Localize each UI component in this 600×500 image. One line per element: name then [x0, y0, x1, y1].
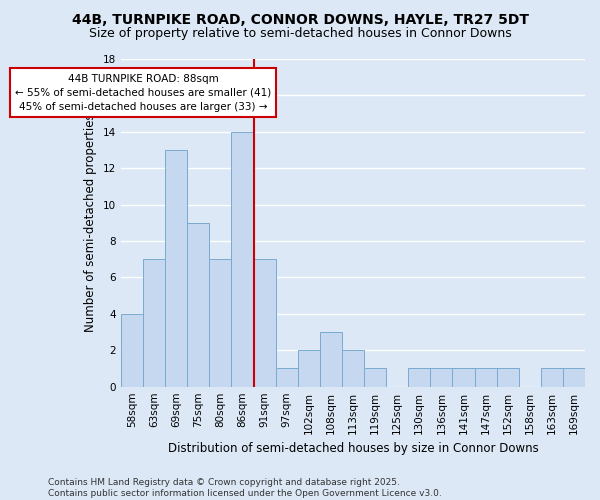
Bar — [165, 150, 187, 386]
Bar — [475, 368, 497, 386]
Bar — [408, 368, 430, 386]
Text: 44B, TURNPIKE ROAD, CONNOR DOWNS, HAYLE, TR27 5DT: 44B, TURNPIKE ROAD, CONNOR DOWNS, HAYLE,… — [71, 12, 529, 26]
Y-axis label: Number of semi-detached properties: Number of semi-detached properties — [85, 114, 97, 332]
Bar — [430, 368, 452, 386]
X-axis label: Distribution of semi-detached houses by size in Connor Downs: Distribution of semi-detached houses by … — [167, 442, 538, 455]
Text: 44B TURNPIKE ROAD: 88sqm
← 55% of semi-detached houses are smaller (41)
45% of s: 44B TURNPIKE ROAD: 88sqm ← 55% of semi-d… — [15, 74, 271, 112]
Bar — [187, 223, 209, 386]
Bar — [121, 314, 143, 386]
Bar — [254, 259, 275, 386]
Bar — [232, 132, 254, 386]
Bar — [298, 350, 320, 386]
Text: Size of property relative to semi-detached houses in Connor Downs: Size of property relative to semi-detach… — [89, 28, 511, 40]
Text: Contains HM Land Registry data © Crown copyright and database right 2025.
Contai: Contains HM Land Registry data © Crown c… — [48, 478, 442, 498]
Bar — [342, 350, 364, 386]
Bar — [541, 368, 563, 386]
Bar — [497, 368, 519, 386]
Bar — [209, 259, 232, 386]
Bar — [563, 368, 585, 386]
Bar — [320, 332, 342, 386]
Bar — [143, 259, 165, 386]
Bar — [452, 368, 475, 386]
Bar — [364, 368, 386, 386]
Bar — [275, 368, 298, 386]
